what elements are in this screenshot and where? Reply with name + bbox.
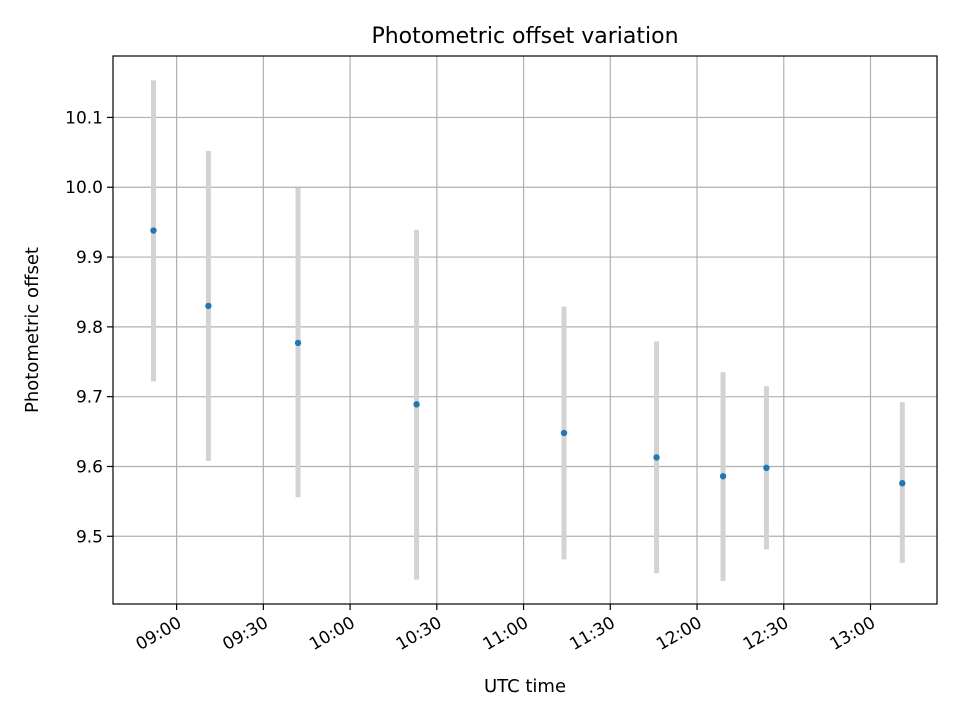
grid bbox=[113, 56, 937, 604]
data-point bbox=[560, 429, 568, 437]
data-point bbox=[413, 401, 420, 408]
y-tick-label: 9.5 bbox=[76, 527, 103, 547]
data-point bbox=[763, 464, 770, 472]
data-point bbox=[150, 227, 157, 234]
y-axis-label: Photometric offset bbox=[22, 247, 43, 413]
data-point bbox=[899, 480, 906, 487]
data-point bbox=[294, 339, 302, 347]
chart-title: Photometric offset variation bbox=[371, 24, 678, 49]
y-tick-label: 9.6 bbox=[76, 457, 103, 477]
x-axis-label: UTC time bbox=[484, 676, 566, 697]
y-tick-label: 10.1 bbox=[65, 108, 103, 128]
y-tick-label: 9.7 bbox=[76, 388, 103, 408]
data-point bbox=[719, 473, 727, 480]
data-point bbox=[653, 454, 660, 461]
y-tick-label: 10.0 bbox=[65, 178, 103, 198]
data-points bbox=[150, 227, 906, 487]
plot-area-frame bbox=[112, 55, 938, 605]
data-point bbox=[205, 302, 212, 310]
y-tick-label: 9.8 bbox=[76, 318, 103, 338]
y-tick-label: 9.9 bbox=[76, 248, 103, 268]
y-axis-ticks: 9.5 9.6 9.7 9.8 9.9 10.0 10.1 bbox=[65, 108, 113, 547]
